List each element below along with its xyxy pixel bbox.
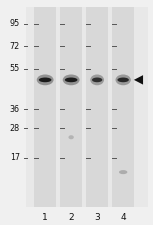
Ellipse shape (90, 74, 104, 85)
Ellipse shape (65, 77, 77, 82)
Text: 95: 95 (10, 19, 20, 28)
Text: 1: 1 (42, 213, 48, 222)
Ellipse shape (37, 74, 54, 85)
Bar (112, 7, 134, 207)
Ellipse shape (39, 77, 51, 82)
Polygon shape (134, 75, 143, 85)
Text: 3: 3 (94, 213, 100, 222)
Text: 4: 4 (120, 213, 126, 222)
Ellipse shape (116, 74, 131, 85)
Text: 28: 28 (10, 124, 20, 133)
Ellipse shape (92, 77, 102, 82)
Text: 2: 2 (68, 213, 74, 222)
Text: 72: 72 (10, 42, 20, 51)
Bar (60, 7, 82, 207)
Bar (34, 7, 56, 207)
Text: 17: 17 (10, 153, 20, 162)
Ellipse shape (119, 170, 127, 174)
Bar (26, 7, 148, 207)
Bar (86, 7, 108, 207)
Text: 36: 36 (10, 105, 20, 114)
Ellipse shape (63, 74, 80, 85)
Ellipse shape (69, 135, 74, 139)
Ellipse shape (118, 77, 129, 82)
Text: 55: 55 (10, 64, 20, 73)
